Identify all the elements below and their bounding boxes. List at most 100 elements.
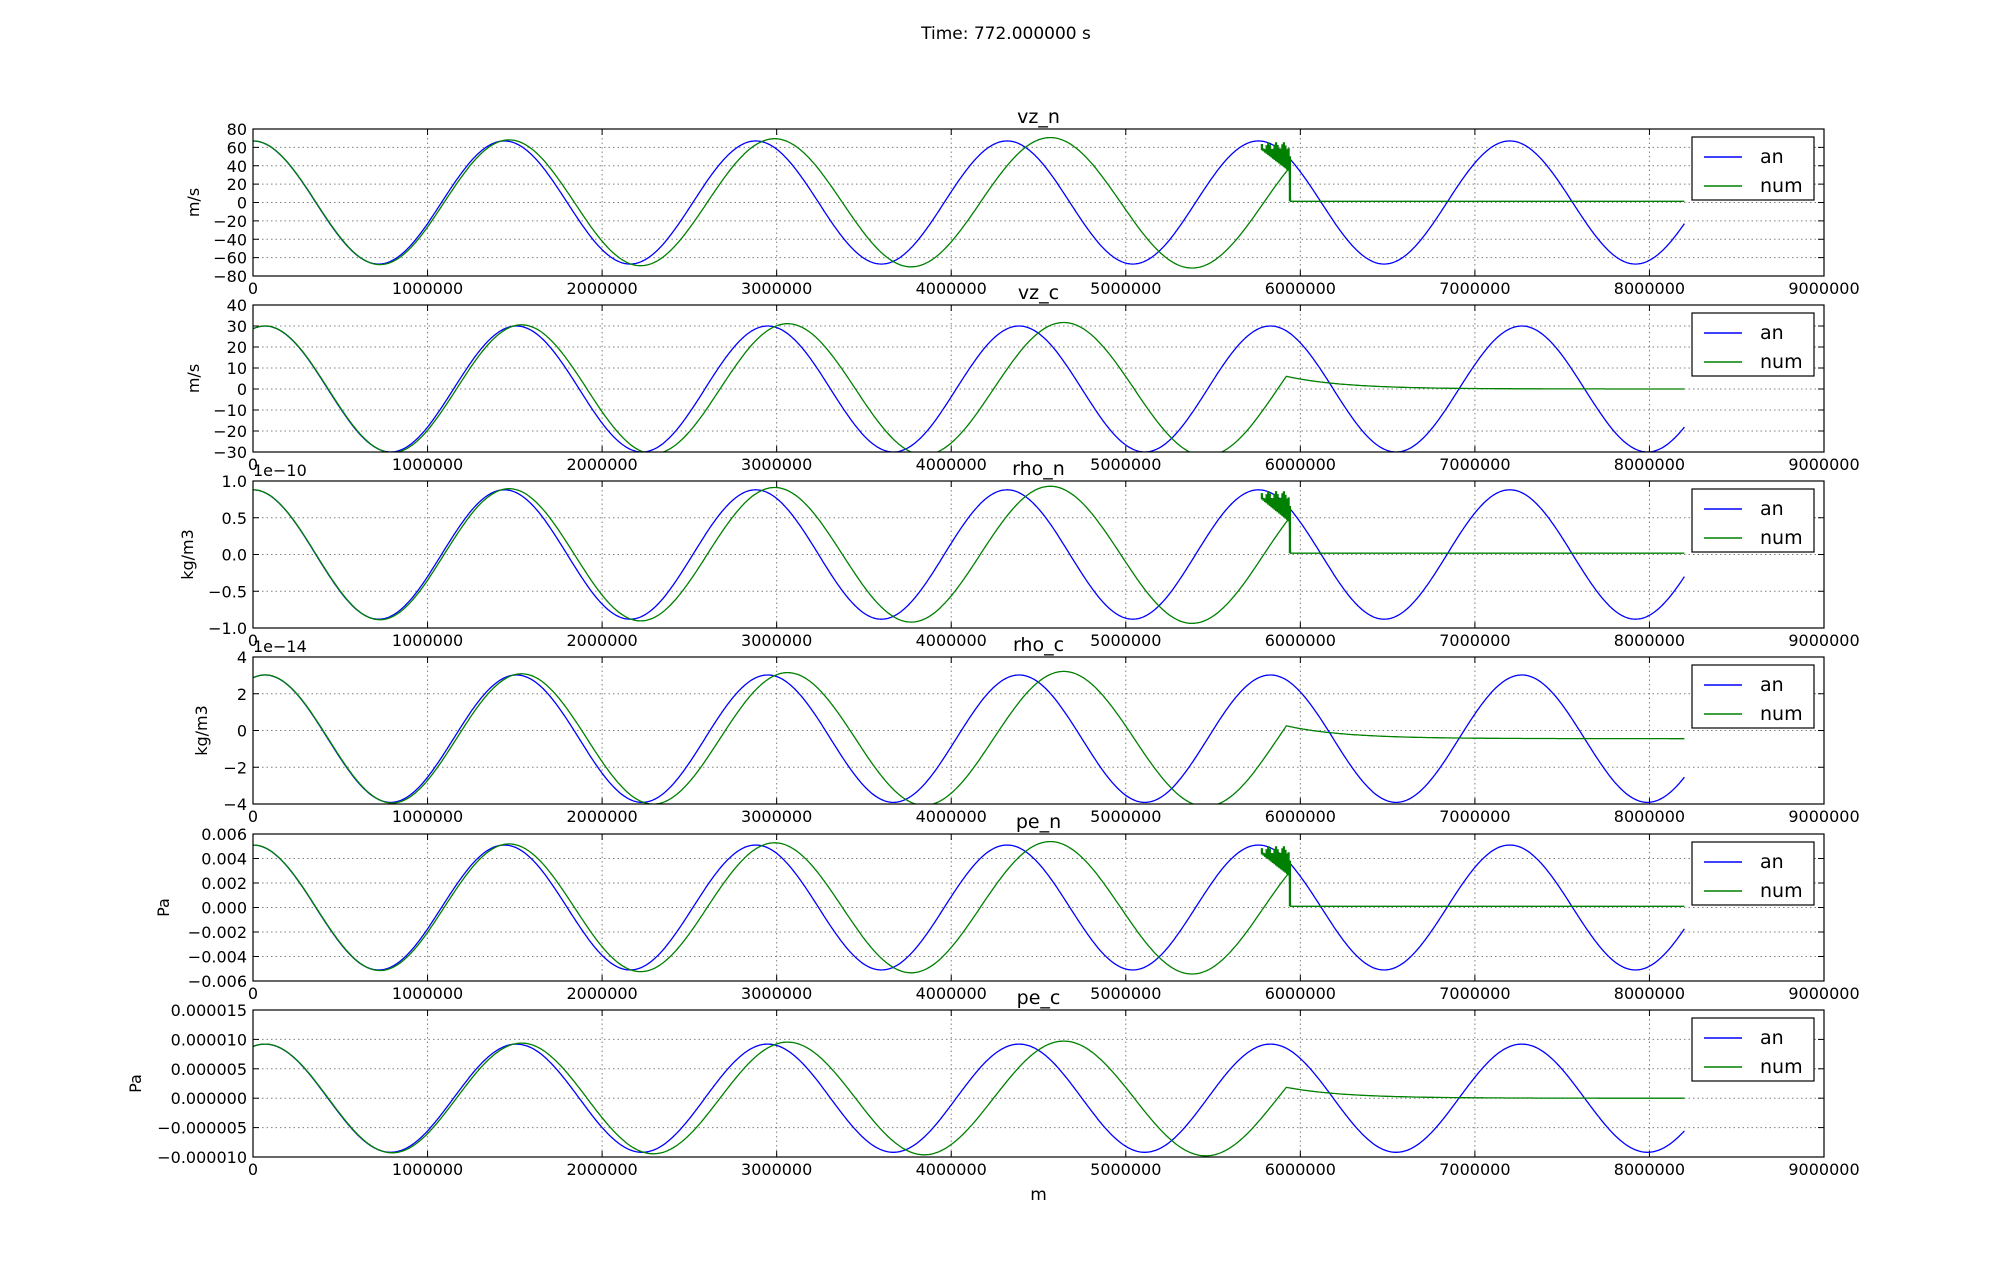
subplot-title: pe_c <box>1017 987 1061 1009</box>
x-tick-label: 1000000 <box>392 984 463 1003</box>
y-tick-label: 0.000010 <box>171 1030 247 1049</box>
x-tick-label: 0 <box>248 279 258 298</box>
subplot-rho-c: 0 1000000 2000000 3000000 4000000 5000000 6000… <box>192 634 1860 826</box>
series-num-line <box>253 840 1685 975</box>
legend-label-an: an <box>1760 322 1784 344</box>
subplot-rho-n: 0 1000000 2000000 3000000 4000000 5000000 6000… <box>178 458 1860 650</box>
series-lines <box>253 136 1685 269</box>
axes-frame <box>252 1009 1825 1158</box>
x-tick-label: 5000000 <box>1090 455 1161 474</box>
x-tick-label: 7000000 <box>1439 455 1510 474</box>
y-tick-label: −30 <box>213 443 247 462</box>
series-lines <box>253 1040 1685 1157</box>
x-tick-label: 8000000 <box>1614 631 1685 650</box>
x-tick-label: 4000000 <box>916 279 987 298</box>
legend: an num <box>1691 136 1815 201</box>
legend: an num <box>1691 841 1815 906</box>
x-tick-label: 9000000 <box>1788 807 1859 826</box>
series-num-line <box>253 321 1685 452</box>
subplot-pe-c: 0 1000000 2000000 3000000 4000000 5000000 6000… <box>126 987 1860 1205</box>
x-tick-label: 3000000 <box>741 807 812 826</box>
series-lines <box>253 485 1685 624</box>
x-tick-label: 7000000 <box>1439 631 1510 650</box>
legend-box <box>1691 136 1815 201</box>
plot-area <box>253 129 1824 276</box>
y-tick-label: 0 <box>237 380 247 399</box>
y-tick-label: 0.000015 <box>171 1001 247 1020</box>
y-tick-label: 30 <box>227 317 247 336</box>
x-tick-label: 3000000 <box>741 279 812 298</box>
subplot-vz-n: 0 1000000 2000000 3000000 4000000 5000000 6000… <box>184 106 1860 298</box>
y-tick-label: 40 <box>227 157 247 176</box>
legend-label-an: an <box>1760 674 1784 696</box>
y-offset-text: 1e−10 <box>253 461 307 480</box>
subplots: 0 1000000 2000000 3000000 4000000 5000000 6000… <box>126 106 1860 1205</box>
x-tick-label: 2000000 <box>566 984 637 1003</box>
y-tick-label: −40 <box>213 230 247 249</box>
legend: an num <box>1691 488 1815 553</box>
series-num-oscillation <box>1260 846 1291 907</box>
x-tick-label: 3000000 <box>741 1160 812 1179</box>
x-tick-label: 3000000 <box>741 455 812 474</box>
y-tick-label: −0.004 <box>188 948 247 967</box>
x-tick-label: 9000000 <box>1788 455 1859 474</box>
x-tick-label: 9000000 <box>1788 984 1859 1003</box>
legend-label-num: num <box>1760 880 1803 902</box>
plot-area <box>253 481 1824 628</box>
x-tick-label: 3000000 <box>741 631 812 650</box>
y-tick-label: 10 <box>227 359 247 378</box>
series-an-line <box>253 489 1685 620</box>
y-axis-label: m/s <box>184 188 203 217</box>
y-tick-label: 0.5 <box>222 509 247 528</box>
y-tick-label: −0.000005 <box>157 1119 247 1138</box>
subplot-title: vz_n <box>1017 106 1060 128</box>
series-an-line <box>253 844 1685 971</box>
y-tick-label: 0.000005 <box>171 1060 247 1079</box>
legend-label-num: num <box>1760 527 1803 549</box>
y-tick-label: 0.006 <box>201 825 247 844</box>
legend-label-an: an <box>1760 1027 1784 1049</box>
series-an-line <box>253 325 1685 452</box>
x-tick-label: 8000000 <box>1614 1160 1685 1179</box>
axes-frame <box>252 656 1825 805</box>
legend-box <box>1691 841 1815 906</box>
figure-suptitle: Time: 772.000000 s <box>920 24 1091 44</box>
y-axis-label: Pa <box>126 1074 145 1093</box>
y-offset-text: 1e−14 <box>253 637 307 656</box>
y-tick-label: 1.0 <box>222 472 247 491</box>
x-tick-label: 0 <box>248 984 258 1003</box>
x-tick-label: 4000000 <box>916 455 987 474</box>
subplot-title: rho_c <box>1013 634 1064 656</box>
legend: an num <box>1691 664 1815 729</box>
legend-label-num: num <box>1760 175 1803 197</box>
x-tick-label: 9000000 <box>1788 631 1859 650</box>
y-tick-label: −0.5 <box>208 582 247 601</box>
y-tick-label: 0.000 <box>201 899 247 918</box>
y-tick-label: 0 <box>237 722 247 741</box>
plot-area <box>253 1010 1824 1157</box>
subplot-vz-c: 0 1000000 2000000 3000000 4000000 5000000 6000… <box>184 282 1860 474</box>
y-tick-label: 40 <box>227 296 247 315</box>
legend-box <box>1691 1017 1815 1082</box>
y-axis-label: m/s <box>184 364 203 393</box>
x-tick-label: 8000000 <box>1614 807 1685 826</box>
legend: an num <box>1691 1017 1815 1082</box>
series-an-line <box>253 674 1685 804</box>
x-tick-label: 7000000 <box>1439 807 1510 826</box>
x-tick-label: 5000000 <box>1090 807 1161 826</box>
series-lines <box>253 840 1685 975</box>
x-tick-label: 8000000 <box>1614 455 1685 474</box>
legend-label-an: an <box>1760 146 1784 168</box>
x-tick-label: 1000000 <box>392 1160 463 1179</box>
legend: an num <box>1691 312 1815 377</box>
legend-label-an: an <box>1760 851 1784 873</box>
subplot-title: pe_n <box>1016 811 1061 833</box>
plot-area <box>253 305 1824 452</box>
series-lines <box>253 321 1685 452</box>
series-an-line <box>253 1043 1685 1153</box>
x-tick-label: 2000000 <box>566 807 637 826</box>
legend-label-an: an <box>1760 498 1784 520</box>
y-tick-label: 60 <box>227 138 247 157</box>
x-tick-label: 1000000 <box>392 807 463 826</box>
